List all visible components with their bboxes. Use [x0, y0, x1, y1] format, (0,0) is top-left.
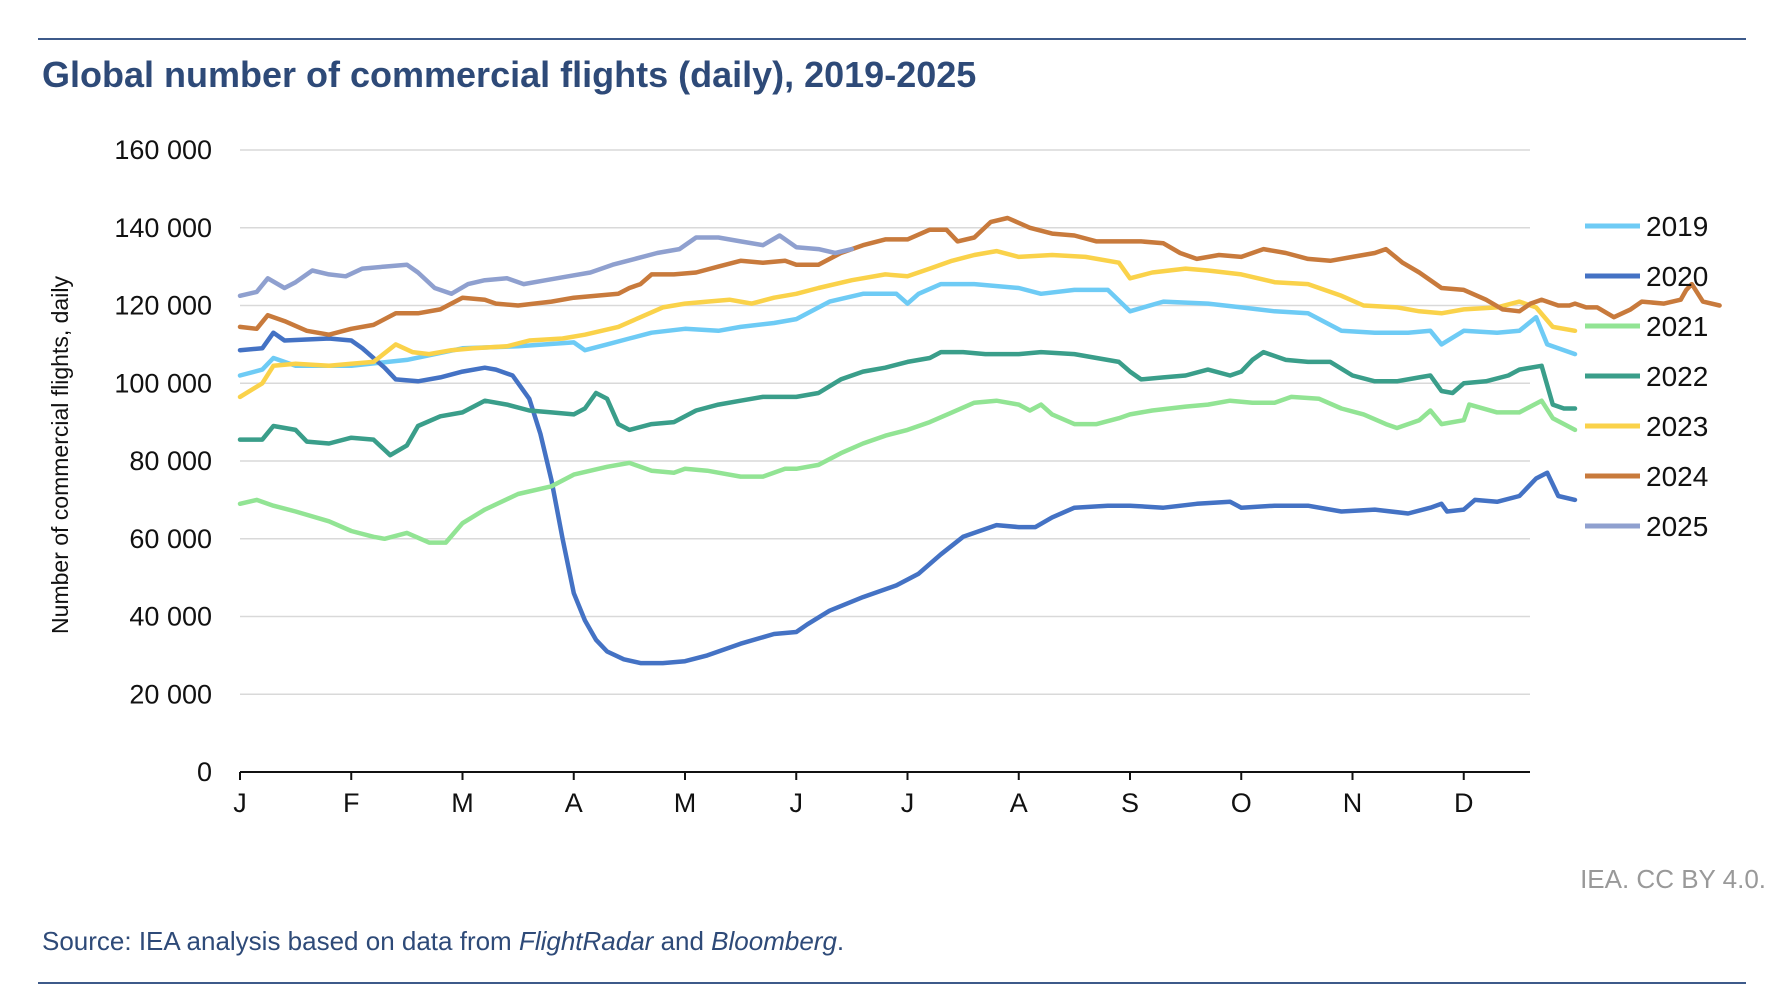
legend-label-2025: 2025: [1646, 511, 1708, 542]
y-tick-label: 160 000: [114, 135, 212, 165]
x-tick-label: A: [565, 788, 583, 818]
x-tick-label: D: [1454, 788, 1474, 818]
series-line-2022: [237, 349, 1578, 458]
source-prefix: Source: IEA analysis based on data from: [42, 926, 519, 956]
y-tick-label: 120 000: [114, 291, 212, 321]
x-tick-label: F: [343, 788, 360, 818]
x-tick-label: N: [1343, 788, 1363, 818]
legend-label-2019: 2019: [1646, 211, 1708, 242]
y-axis: 0 20 000 40 000 60 000 80 000 100 000 120 000 1…: [114, 135, 212, 787]
y-tick-label: 40 000: [129, 602, 212, 632]
y-tick-label: 140 000: [114, 213, 212, 243]
source-suffix: .: [836, 926, 845, 956]
series-line-2020: [237, 330, 1578, 666]
y-tick-label: 80 000: [129, 446, 212, 476]
x-tick-label: J: [790, 788, 804, 818]
series-line-2023: [237, 248, 1578, 400]
source-mid: and: [653, 926, 712, 956]
legend-label-2021: 2021: [1646, 311, 1708, 342]
legend-label-2022: 2022: [1646, 361, 1708, 392]
legend-label-2024: 2024: [1646, 461, 1708, 492]
source-note: Source: IEA analysis based on data from …: [42, 926, 844, 957]
series-line-2024: [237, 215, 1722, 337]
series-lines: [237, 215, 1722, 666]
legend-label-2020: 2020: [1646, 261, 1708, 292]
y-tick-label: 0: [197, 757, 212, 787]
top-rule: [38, 38, 1746, 40]
chart-title: Global number of commercial flights (dai…: [42, 54, 977, 95]
x-tick-label: M: [674, 788, 697, 818]
x-tick-label: J: [233, 788, 247, 818]
source-flightradar: FlightRadar: [518, 926, 654, 956]
x-tick-label: A: [1010, 788, 1028, 818]
y-tick-label: 60 000: [129, 524, 212, 554]
license-credit: IEA. CC BY 4.0.: [1580, 864, 1766, 894]
x-tick-label: M: [451, 788, 474, 818]
legend: 2019 2020 2021 2022 2023 2024 2025: [1585, 211, 1708, 542]
gridlines: [240, 149, 1530, 695]
x-tick-label: O: [1231, 788, 1252, 818]
x-tick-label: S: [1121, 788, 1139, 818]
y-tick-label: 100 000: [114, 368, 212, 398]
legend-label-2023: 2023: [1646, 411, 1708, 442]
series-line-2025: [237, 233, 855, 299]
series-line-2021: [237, 394, 1578, 545]
source-bloomberg: Bloomberg: [711, 926, 837, 956]
x-tick-label: J: [901, 788, 915, 818]
bottom-rule: [38, 982, 1746, 984]
y-tick-label: 20 000: [129, 679, 212, 709]
y-axis-title: Number of commercial flights, daily: [47, 276, 73, 634]
